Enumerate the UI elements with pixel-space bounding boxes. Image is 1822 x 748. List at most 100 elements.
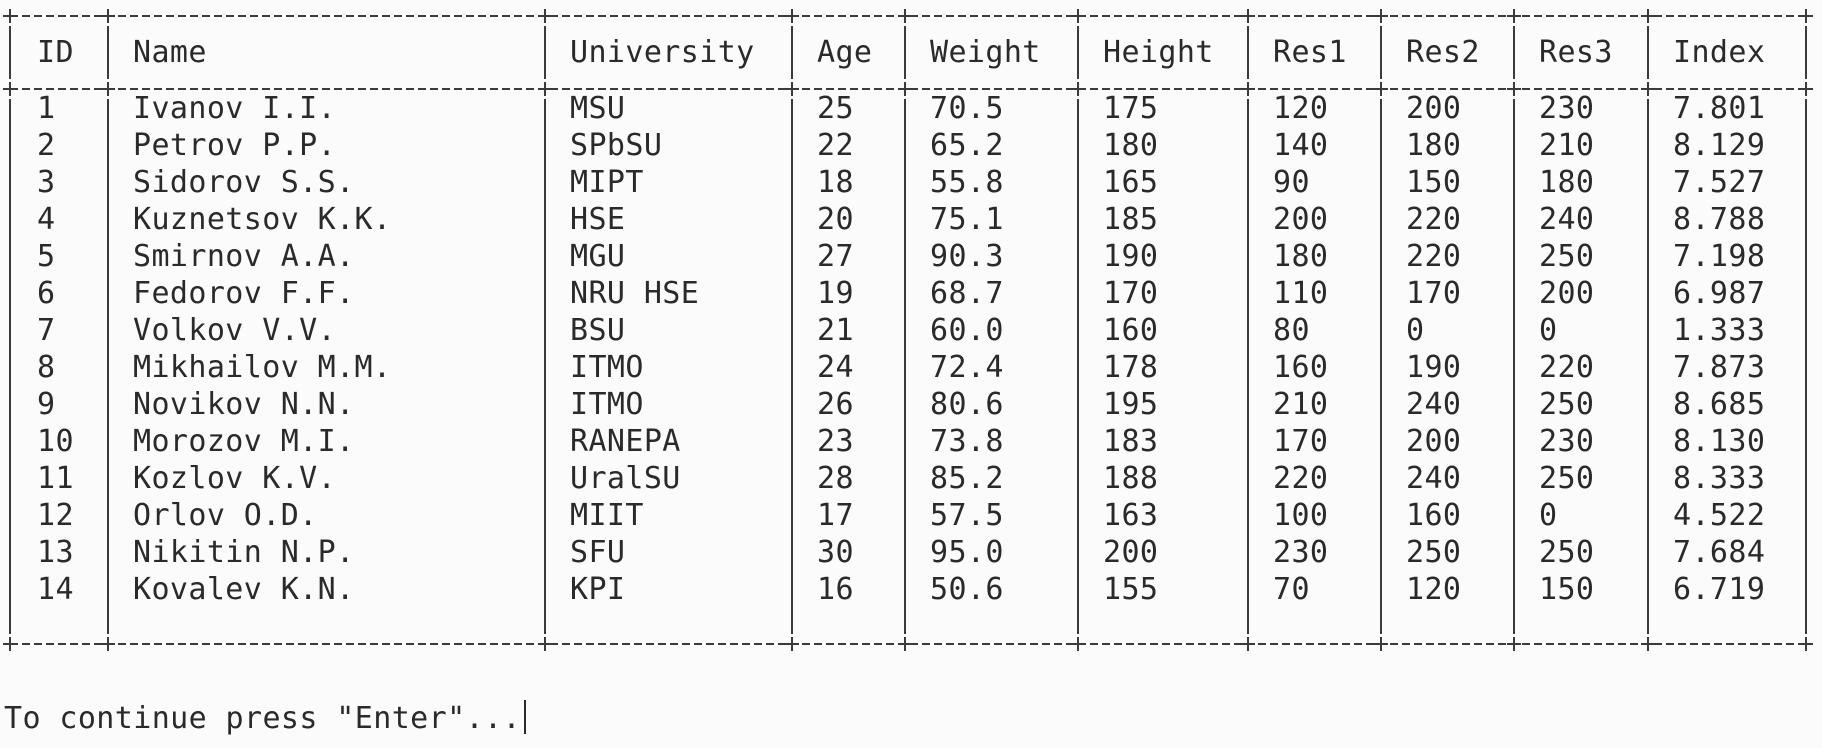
table-cell-id: 8: [37, 350, 56, 385]
table-cell-id: 13: [37, 535, 74, 570]
table-cell-res1: 90: [1273, 165, 1310, 200]
table-cell-res1: 120: [1273, 91, 1329, 126]
table-cell-age: 24: [817, 350, 854, 385]
table-cell-age: 25: [817, 91, 854, 126]
column-header-res3: Res3: [1539, 35, 1613, 70]
column-header-res1: Res1: [1273, 35, 1347, 70]
table-cell-res3: 0: [1539, 313, 1558, 348]
table-cell-age: 20: [817, 202, 854, 237]
table-cell-res1: 230: [1273, 535, 1329, 570]
table-cell-res2: 200: [1406, 91, 1462, 126]
table-cell-name: Volkov V.V.: [133, 313, 337, 348]
continue-prompt[interactable]: To continue press "Enter"...: [4, 700, 526, 737]
table-cell-weight: 95.0: [930, 535, 1004, 570]
table-cell-height: 180: [1103, 128, 1159, 163]
table-cell-age: 27: [817, 239, 854, 274]
table-cell-id: 2: [37, 128, 56, 163]
table-cell-index: 7.198: [1673, 239, 1766, 274]
table-cell-res1: 140: [1273, 128, 1329, 163]
table-cell-res1: 100: [1273, 498, 1329, 533]
table-cell-res2: 0: [1406, 313, 1425, 348]
table-cell-res3: 250: [1539, 387, 1595, 422]
table-cell-res3: 220: [1539, 350, 1595, 385]
table-cell-res2: 240: [1406, 461, 1462, 496]
table-cell-id: 10: [37, 424, 74, 459]
table-cell-res2: 120: [1406, 572, 1462, 607]
table-cell-height: 188: [1103, 461, 1159, 496]
table-cell-height: 155: [1103, 572, 1159, 607]
table-cell-university: KPI: [570, 572, 626, 607]
table-cell-id: 12: [37, 498, 74, 533]
table-cell-id: 1: [37, 91, 56, 126]
table-cell-res3: 250: [1539, 461, 1595, 496]
table-cell-name: Sidorov S.S.: [133, 165, 355, 200]
table-cell-res1: 200: [1273, 202, 1329, 237]
table-cell-res2: 220: [1406, 202, 1462, 237]
table-cell-index: 1.333: [1673, 313, 1766, 348]
table-cell-index: 7.801: [1673, 91, 1766, 126]
table-cell-res1: 180: [1273, 239, 1329, 274]
table-cell-index: 7.684: [1673, 535, 1766, 570]
table-cell-age: 22: [817, 128, 854, 163]
table-cell-weight: 65.2: [930, 128, 1004, 163]
table-cell-id: 4: [37, 202, 56, 237]
table-cell-age: 19: [817, 276, 854, 311]
table-cell-university: ITMO: [570, 350, 644, 385]
table-cell-university: MIPT: [570, 165, 644, 200]
table-cell-res2: 200: [1406, 424, 1462, 459]
column-header-height: Height: [1103, 35, 1214, 70]
table-cell-name: Ivanov I.I.: [133, 91, 337, 126]
table-cell-university: UralSU: [570, 461, 681, 496]
table-cell-index: 6.987: [1673, 276, 1766, 311]
table-cell-res3: 250: [1539, 535, 1595, 570]
table-cell-weight: 68.7: [930, 276, 1004, 311]
table-cell-res2: 150: [1406, 165, 1462, 200]
table-cell-age: 30: [817, 535, 854, 570]
table-cell-age: 28: [817, 461, 854, 496]
table-cell-height: 195: [1103, 387, 1159, 422]
table-cell-res3: 230: [1539, 91, 1595, 126]
table-cell-id: 9: [37, 387, 56, 422]
table-cell-age: 23: [817, 424, 854, 459]
table-cell-id: 3: [37, 165, 56, 200]
table-cell-name: Smirnov A.A.: [133, 239, 355, 274]
table-cell-res3: 200: [1539, 276, 1595, 311]
table-cell-res3: 180: [1539, 165, 1595, 200]
table-cell-name: Kovalev K.N.: [133, 572, 355, 607]
table-cell-res3: 230: [1539, 424, 1595, 459]
table-cell-age: 21: [817, 313, 854, 348]
table-cell-res3: 150: [1539, 572, 1595, 607]
table-cell-id: 5: [37, 239, 56, 274]
table-cell-id: 11: [37, 461, 74, 496]
table-cell-name: Nikitin N.P.: [133, 535, 355, 570]
table-cell-height: 200: [1103, 535, 1159, 570]
table-cell-name: Orlov O.D.: [133, 498, 318, 533]
table-cell-res1: 170: [1273, 424, 1329, 459]
table-cell-height: 178: [1103, 350, 1159, 385]
table-cell-name: Mikhailov M.M.: [133, 350, 392, 385]
table-cell-weight: 73.8: [930, 424, 1004, 459]
table-cell-res1: 160: [1273, 350, 1329, 385]
table-cell-age: 18: [817, 165, 854, 200]
table-border: [3, 9, 1813, 651]
table-cell-weight: 72.4: [930, 350, 1004, 385]
table-cell-weight: 75.1: [930, 202, 1004, 237]
table-cell-weight: 50.6: [930, 572, 1004, 607]
table-cell-res2: 220: [1406, 239, 1462, 274]
prompt-text: To continue press "Enter"...: [4, 701, 521, 736]
table-cell-id: 7: [37, 313, 56, 348]
table-cell-name: Kuznetsov K.K.: [133, 202, 392, 237]
column-header-res2: Res2: [1406, 35, 1480, 70]
table-cell-university: BSU: [570, 313, 626, 348]
table-cell-height: 163: [1103, 498, 1159, 533]
table-cell-age: 16: [817, 572, 854, 607]
table-cell-res2: 170: [1406, 276, 1462, 311]
table-cell-id: 6: [37, 276, 56, 311]
table-cell-index: 7.527: [1673, 165, 1766, 200]
table-cell-name: Kozlov K.V.: [133, 461, 337, 496]
table-cell-height: 190: [1103, 239, 1159, 274]
table-cell-university: SFU: [570, 535, 626, 570]
table-cell-height: 185: [1103, 202, 1159, 237]
table-cell-name: Morozov M.I.: [133, 424, 355, 459]
